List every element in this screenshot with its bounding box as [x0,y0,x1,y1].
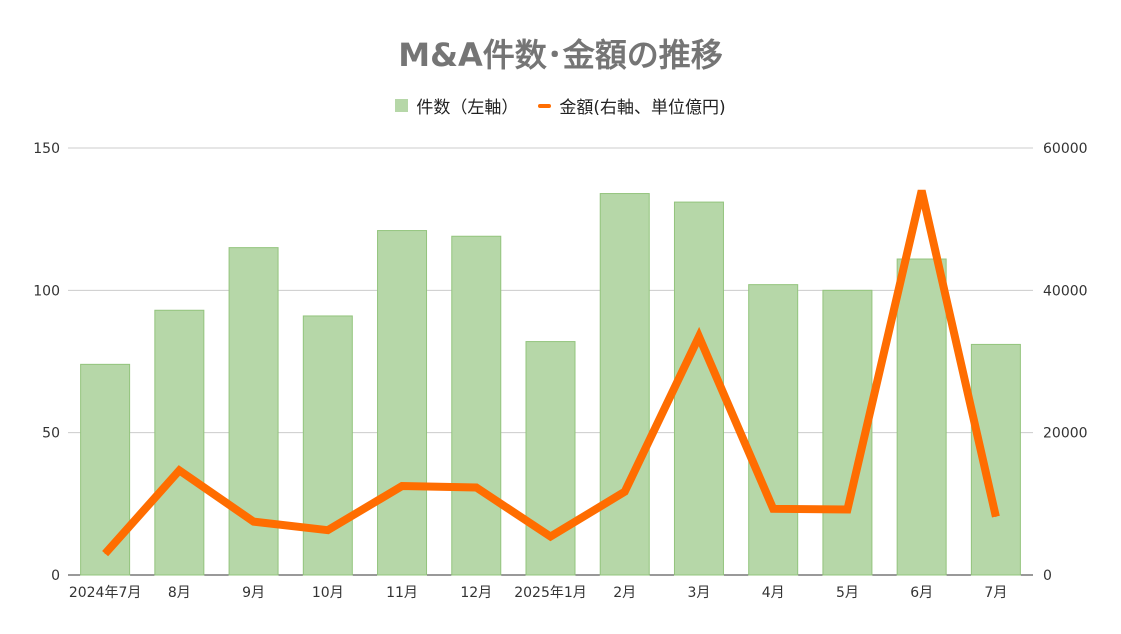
line-point [475,486,477,488]
x-tick-label: 9月 [242,585,265,601]
line-point [253,521,255,523]
bar [154,309,205,576]
line-point [550,536,551,538]
line-point [624,491,626,493]
legend-item-amount: 金額(右軸、単位億円) [538,93,726,118]
y-left-tick-label: 50 [42,426,60,442]
bar [970,343,1021,576]
x-tick-label: 5月 [836,585,859,601]
x-tick-label: 2025年1月 [514,585,587,601]
line-point [104,553,106,555]
x-tick-label: 8月 [168,585,191,601]
bar [896,258,947,576]
bar [80,363,131,576]
x-tick-label: 7月 [984,585,1007,601]
x-tick-label: 11月 [386,585,418,601]
line-point [772,508,774,510]
y-right-tick-label: 20000 [1043,426,1088,442]
legend-label-count: 件数（左軸） [416,98,519,118]
bar [748,284,799,576]
bar [377,230,428,576]
line-point [178,469,180,471]
legend-swatch-count [395,99,409,112]
x-tick-label: 12月 [460,585,492,601]
y-right-tick-label: 40000 [1043,283,1088,299]
line-point [846,509,848,511]
y-right-tick-label: 0 [1043,568,1052,584]
bar [451,235,502,576]
line-point [698,336,700,338]
y-right-tick-label: 60000 [1043,141,1088,157]
x-tick-label: 10月 [312,585,344,601]
x-tick-label: 4月 [762,585,785,601]
line-point [995,516,997,518]
bar [599,193,650,576]
x-tick-label: 3月 [688,585,711,601]
legend-label-amount: 金額(右軸、単位億円) [559,98,726,118]
bar [673,201,724,576]
x-tick-label: 2月 [613,585,636,601]
legend-swatch-amount [538,103,552,108]
line-point [921,190,923,192]
line-point [401,485,403,487]
x-tick-label: 6月 [910,585,933,601]
line-point [327,529,329,531]
chart-title: M&A件数･金額の推移 [398,36,723,74]
legend: 件数（左軸） 金額(右軸、単位億円) [0,93,1121,118]
y-left-tick-label: 100 [33,283,60,299]
y-left-tick-label: 0 [51,568,60,584]
legend-item-count: 件数（左軸） [395,93,518,118]
bar [302,315,353,576]
x-tick-label: 2024年7月 [69,585,142,601]
y-left-tick-label: 150 [33,141,60,157]
